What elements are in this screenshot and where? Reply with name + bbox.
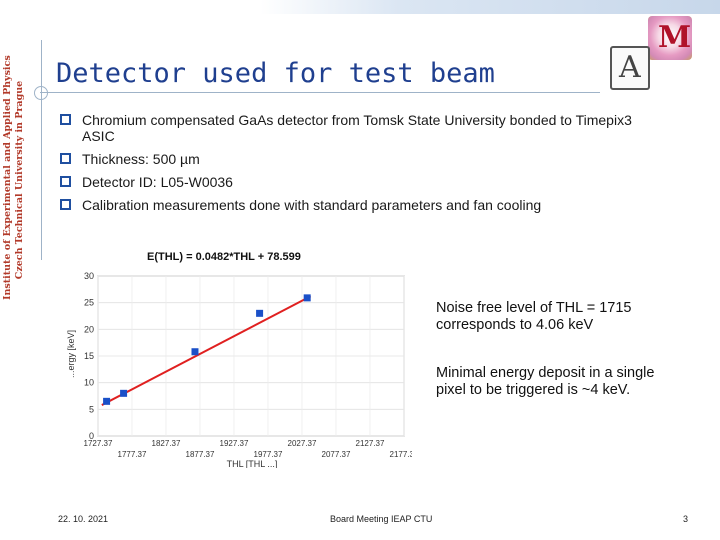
x-tick-label: 2077.37 <box>322 450 351 459</box>
checkbox-bullet-icon <box>60 176 71 187</box>
logo-m-letter: M <box>658 20 692 55</box>
page-number: 3 <box>683 514 689 524</box>
y-axis-label: ...ergy [keV] <box>66 330 76 378</box>
x-tick-label: 1777.37 <box>118 450 147 459</box>
x-tick-label: 2177.37 <box>390 450 412 459</box>
title-underline <box>40 92 600 93</box>
top-decor-band <box>260 0 720 14</box>
footer-date: 22. 10. 2021 <box>58 514 109 524</box>
footer-event: Board Meeting IEAP CTU <box>330 514 433 524</box>
bullet-item: Thickness: 500 µm <box>60 151 660 167</box>
y-tick-label: 0 <box>89 431 94 441</box>
x-tick-label: 1977.37 <box>254 450 283 459</box>
x-tick-label: 1727.37 <box>84 439 113 448</box>
university-logo-icon: M <box>648 16 692 60</box>
crosshair-ornament <box>34 86 48 100</box>
x-tick-label: 1877.37 <box>186 450 215 459</box>
data-point <box>256 309 264 317</box>
bullet-item: Detector ID: L05-W0036 <box>60 174 660 190</box>
bullet-item: Chromium compensated GaAs detector from … <box>60 112 660 144</box>
checkbox-bullet-icon <box>60 153 71 164</box>
data-point <box>191 348 199 356</box>
logo-a-letter: A <box>619 50 641 85</box>
bullet-item: Calibration measurements done with stand… <box>60 197 660 213</box>
y-tick-label: 5 <box>89 404 94 414</box>
y-tick-label: 10 <box>84 378 94 388</box>
x-tick-label: 2027.37 <box>288 439 317 448</box>
bullet-text: Chromium compensated GaAs detector from … <box>82 112 632 144</box>
institute-line-1: Institute of Experimental and Applied Ph… <box>2 55 13 300</box>
data-point <box>120 389 128 397</box>
y-tick-label: 15 <box>84 351 94 361</box>
bullet-text: Calibration measurements done with stand… <box>82 197 542 213</box>
y-tick-label: 20 <box>84 324 94 334</box>
x-tick-label: 1827.37 <box>152 439 181 448</box>
institute-logo-icon: A <box>610 46 650 90</box>
x-tick-label: 1927.37 <box>220 439 249 448</box>
checkbox-bullet-icon <box>60 114 71 125</box>
bullet-list: Chromium compensated GaAs detector from … <box>60 112 660 220</box>
data-point <box>303 294 311 302</box>
bullet-text: Thickness: 500 µm <box>82 151 200 167</box>
calibration-chart: E(THL) = 0.0482*THL + 78.599 0 5 10 15 20 25 3… <box>66 251 412 468</box>
x-tick-label: 2127.37 <box>356 439 385 448</box>
left-vertical-rule <box>41 40 42 260</box>
y-tick-label: 30 <box>84 271 94 281</box>
chart-title: E(THL) = 0.0482*THL + 78.599 <box>147 251 301 263</box>
x-axis-label: THL [THL ...] <box>227 459 278 468</box>
noise-free-note: Noise free level of THL = 1715 correspon… <box>436 300 632 333</box>
institute-name: Institute of Experimental and Applied Ph… <box>2 55 42 300</box>
fit-line <box>101 295 312 406</box>
slide-title: Detector used for test beam <box>56 58 495 89</box>
data-point <box>103 397 111 405</box>
checkbox-bullet-icon <box>60 199 71 210</box>
min-energy-note: Minimal energy deposit in a single pixel… <box>436 365 655 398</box>
bullet-text: Detector ID: L05-W0036 <box>82 174 233 190</box>
y-tick-label: 25 <box>84 298 94 308</box>
institute-line-2: Czech Technical University in Prague <box>14 80 25 280</box>
